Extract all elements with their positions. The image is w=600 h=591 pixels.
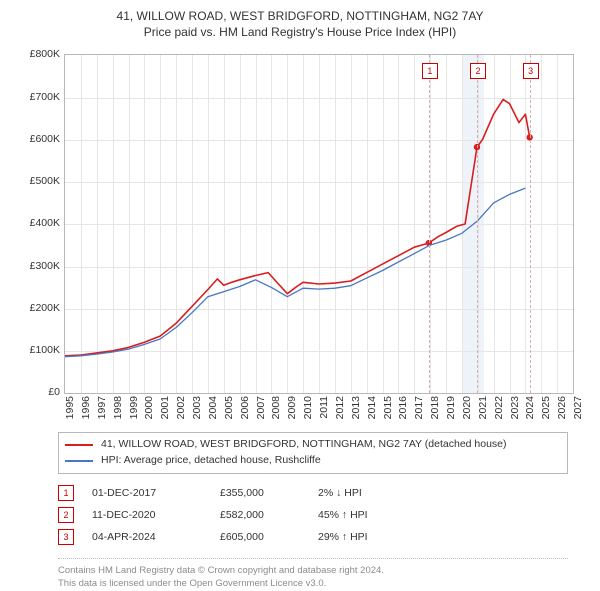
ytick-label: £0 <box>14 386 60 398</box>
xtick-label: 1995 <box>64 396 76 419</box>
xtick-label: 2027 <box>572 396 584 419</box>
xtick-label: 2025 <box>540 396 552 419</box>
row-price: £355,000 <box>220 487 300 499</box>
xtick-label: 2013 <box>350 396 362 419</box>
xtick-label: 2015 <box>382 396 394 419</box>
xtick-label: 2020 <box>461 396 473 419</box>
xtick-label: 2002 <box>175 396 187 419</box>
legend-label: 41, WILLOW ROAD, WEST BRIDGFORD, NOTTING… <box>101 437 507 453</box>
legend-swatch <box>65 444 93 446</box>
xtick-label: 2010 <box>302 396 314 419</box>
event-marker-icon: 3 <box>523 63 539 79</box>
xtick-label: 2024 <box>524 396 536 419</box>
legend-label: HPI: Average price, detached house, Rush… <box>101 453 321 469</box>
xtick-label: 2000 <box>143 396 155 419</box>
xtick-label: 2021 <box>477 396 489 419</box>
xtick-label: 2026 <box>556 396 568 419</box>
xtick-label: 2009 <box>286 396 298 419</box>
chart-lines <box>65 55 573 393</box>
legend-swatch <box>65 460 93 462</box>
table-row: 2 11-DEC-2020 £582,000 45% ↑ HPI <box>58 504 568 526</box>
ytick-label: £800K <box>14 48 60 60</box>
xtick-label: 2006 <box>239 396 251 419</box>
transactions-table: 1 01-DEC-2017 £355,000 2% ↓ HPI 2 11-DEC… <box>58 482 568 548</box>
xtick-label: 1998 <box>112 396 124 419</box>
row-pct: 29% ↑ HPI <box>318 531 428 543</box>
footer-line: Contains HM Land Registry data © Crown c… <box>58 565 568 578</box>
xtick-label: 2007 <box>255 396 267 419</box>
title-line-2: Price paid vs. HM Land Registry's House … <box>12 24 588 40</box>
ytick-label: £100K <box>14 344 60 356</box>
row-price: £605,000 <box>220 531 300 543</box>
xtick-label: 2005 <box>223 396 235 419</box>
legend-item: HPI: Average price, detached house, Rush… <box>65 453 561 469</box>
table-row: 1 01-DEC-2017 £355,000 2% ↓ HPI <box>58 482 568 504</box>
xtick-label: 2023 <box>509 396 521 419</box>
ytick-label: £700K <box>14 91 60 103</box>
ytick-label: £500K <box>14 175 60 187</box>
chart: 1 2 3 £0 £100K £200K £300K £400K £500K £600K £700… <box>12 46 588 426</box>
row-marker-icon: 3 <box>58 529 74 545</box>
table-row: 3 04-APR-2024 £605,000 29% ↑ HPI <box>58 526 568 548</box>
ytick-label: £300K <box>14 260 60 272</box>
row-marker-icon: 1 <box>58 485 74 501</box>
plot-area: 1 2 3 <box>64 54 574 394</box>
xtick-label: 2001 <box>159 396 171 419</box>
xtick-label: 2008 <box>270 396 282 419</box>
xtick-label: 2003 <box>191 396 203 419</box>
xtick-label: 2011 <box>318 396 330 419</box>
footer: Contains HM Land Registry data © Crown c… <box>58 558 568 591</box>
xtick-label: 2017 <box>413 396 425 419</box>
xtick-label: 2022 <box>493 396 505 419</box>
xtick-label: 1996 <box>80 396 92 419</box>
row-date: 01-DEC-2017 <box>92 487 202 499</box>
row-price: £582,000 <box>220 509 300 521</box>
row-date: 11-DEC-2020 <box>92 509 202 521</box>
xtick-label: 2012 <box>334 396 346 419</box>
xtick-label: 1997 <box>96 396 108 419</box>
page-root: 41, WILLOW ROAD, WEST BRIDGFORD, NOTTING… <box>0 0 600 590</box>
event-marker-icon: 2 <box>470 63 486 79</box>
row-date: 04-APR-2024 <box>92 531 202 543</box>
row-pct: 45% ↑ HPI <box>318 509 428 521</box>
event-marker-icon: 1 <box>422 63 438 79</box>
xtick-label: 2018 <box>429 396 441 419</box>
footer-line: This data is licensed under the Open Gov… <box>58 578 568 591</box>
legend: 41, WILLOW ROAD, WEST BRIDGFORD, NOTTING… <box>58 432 568 474</box>
ytick-label: £400K <box>14 217 60 229</box>
xtick-label: 2019 <box>445 396 457 419</box>
row-marker-icon: 2 <box>58 507 74 523</box>
row-pct: 2% ↓ HPI <box>318 487 428 499</box>
xtick-label: 2014 <box>366 396 378 419</box>
legend-item: 41, WILLOW ROAD, WEST BRIDGFORD, NOTTING… <box>65 437 561 453</box>
ytick-label: £200K <box>14 302 60 314</box>
xtick-label: 2004 <box>207 396 219 419</box>
xtick-label: 2016 <box>397 396 409 419</box>
ytick-label: £600K <box>14 133 60 145</box>
title-line-1: 41, WILLOW ROAD, WEST BRIDGFORD, NOTTING… <box>12 8 588 24</box>
xtick-label: 1999 <box>128 396 140 419</box>
